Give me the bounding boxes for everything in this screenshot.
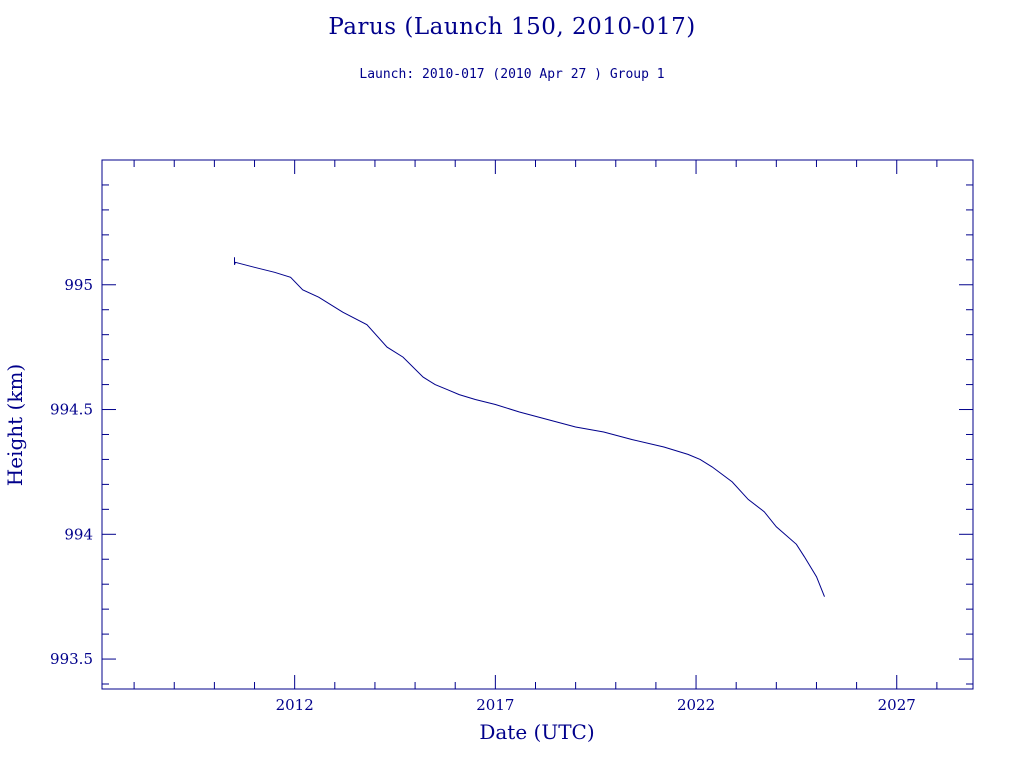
chart-title: Parus (Launch 150, 2010-017): [328, 14, 696, 40]
height-series-line: [234, 257, 825, 597]
plot-frame: [101, 159, 974, 690]
x-tick-label: 2012: [276, 696, 314, 714]
x-tick-label: 2017: [476, 696, 514, 714]
y-tick-label: 995: [64, 276, 93, 294]
x-axis-title: Date (UTC): [479, 720, 594, 744]
x-tick-label: 2027: [878, 696, 916, 714]
y-tick-label: 994: [64, 525, 93, 543]
chart-subtitle: Launch: 2010-017 (2010 Apr 27 ) Group 1: [359, 67, 665, 82]
y-tick-label: 994.5: [50, 401, 93, 419]
y-axis-title: Height (km): [3, 364, 27, 486]
y-tick-label: 993.5: [50, 650, 93, 668]
x-tick-label: 2022: [677, 696, 715, 714]
